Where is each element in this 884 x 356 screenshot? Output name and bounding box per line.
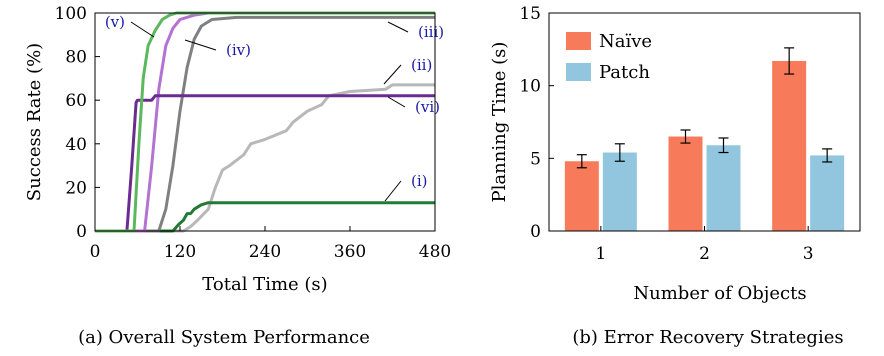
a-y-tick-label: 40 <box>65 135 87 155</box>
a-y-tick-label: 0 <box>76 222 87 242</box>
b-caption: (b) Error Recovery Strategies <box>572 327 843 348</box>
b-y-tick-label: 0 <box>530 222 541 242</box>
a-x-tick-label: 360 <box>334 242 366 262</box>
b-x-tick-label: 3 <box>803 244 814 264</box>
a-annotation-label: (v) <box>105 13 125 31</box>
a-caption: (a) Overall System Performance <box>78 327 370 348</box>
b-y-tick-label: 15 <box>519 4 541 24</box>
a-annotation-label: (vi) <box>415 98 440 116</box>
a-annotation-leader <box>184 39 217 51</box>
b-legend-label: Patch <box>599 62 650 83</box>
a-series-line <box>95 94 435 233</box>
b-bar <box>772 60 807 232</box>
a-y-tick-label: 20 <box>65 178 87 198</box>
a-series-line <box>95 11 435 233</box>
a-series-line <box>95 11 435 233</box>
a-y-tick-label: 100 <box>55 4 87 24</box>
bar-chart-b: 0 5 10 15 1 2 3 Naïve Patch Number of Objects P… <box>489 4 861 348</box>
a-annotation-group: (i) (ii) (iii) (iv) (v) (vi) <box>105 13 444 202</box>
a-x-tick-label: 240 <box>249 242 281 262</box>
a-y-tick-label: 80 <box>65 48 87 68</box>
b-legend-swatch <box>566 32 591 50</box>
a-series-line <box>95 15 435 233</box>
b-x-tick-label: 1 <box>595 244 606 264</box>
a-series-line <box>95 83 435 233</box>
b-x-tick-label: 2 <box>699 244 710 264</box>
a-x-axis-label: Total Time (s) <box>202 274 327 295</box>
a-annotation-label: (iv) <box>226 41 251 59</box>
b-legend-label: Naïve <box>599 31 652 52</box>
a-y-tick-label: 60 <box>65 91 87 111</box>
a-x-tick-label: 480 <box>419 242 451 262</box>
b-bar <box>602 152 637 231</box>
a-plot-frame <box>94 12 436 232</box>
b-y-axis-label: Planning Time (s) <box>489 42 510 203</box>
b-bar-group <box>564 47 845 232</box>
a-x-tick-label: 0 <box>90 242 101 262</box>
b-legend: Naïve Patch <box>566 31 652 83</box>
a-y-axis-label: Success Rate (%) <box>24 43 45 201</box>
b-y-tick-label: 5 <box>530 149 541 169</box>
b-x-axis-label: Number of Objects <box>633 283 806 304</box>
b-y-tick-label: 10 <box>519 77 541 97</box>
a-annotation-label: (iii) <box>418 23 444 41</box>
b-bar <box>564 161 599 231</box>
b-bar <box>810 155 845 231</box>
a-annotation-label: (ii) <box>411 56 432 74</box>
b-legend-swatch <box>566 63 591 81</box>
a-tick-group: 0 120 240 360 480 0 20 40 60 80 100 <box>55 4 452 262</box>
a-annotation-leader <box>130 21 155 38</box>
a-annotation-leader <box>387 21 409 33</box>
a-annotation-leader <box>387 96 406 108</box>
a-x-tick-label: 120 <box>164 242 196 262</box>
b-bar <box>706 145 741 231</box>
a-annotation-label: (i) <box>411 172 428 190</box>
b-bar <box>668 136 703 231</box>
a-series-line <box>95 201 435 233</box>
a-annotation-leader <box>383 64 402 85</box>
b-tick-group: 0 5 10 15 1 2 3 <box>519 4 813 264</box>
a-annotation-leader <box>384 180 402 202</box>
a-series-group <box>95 11 435 233</box>
